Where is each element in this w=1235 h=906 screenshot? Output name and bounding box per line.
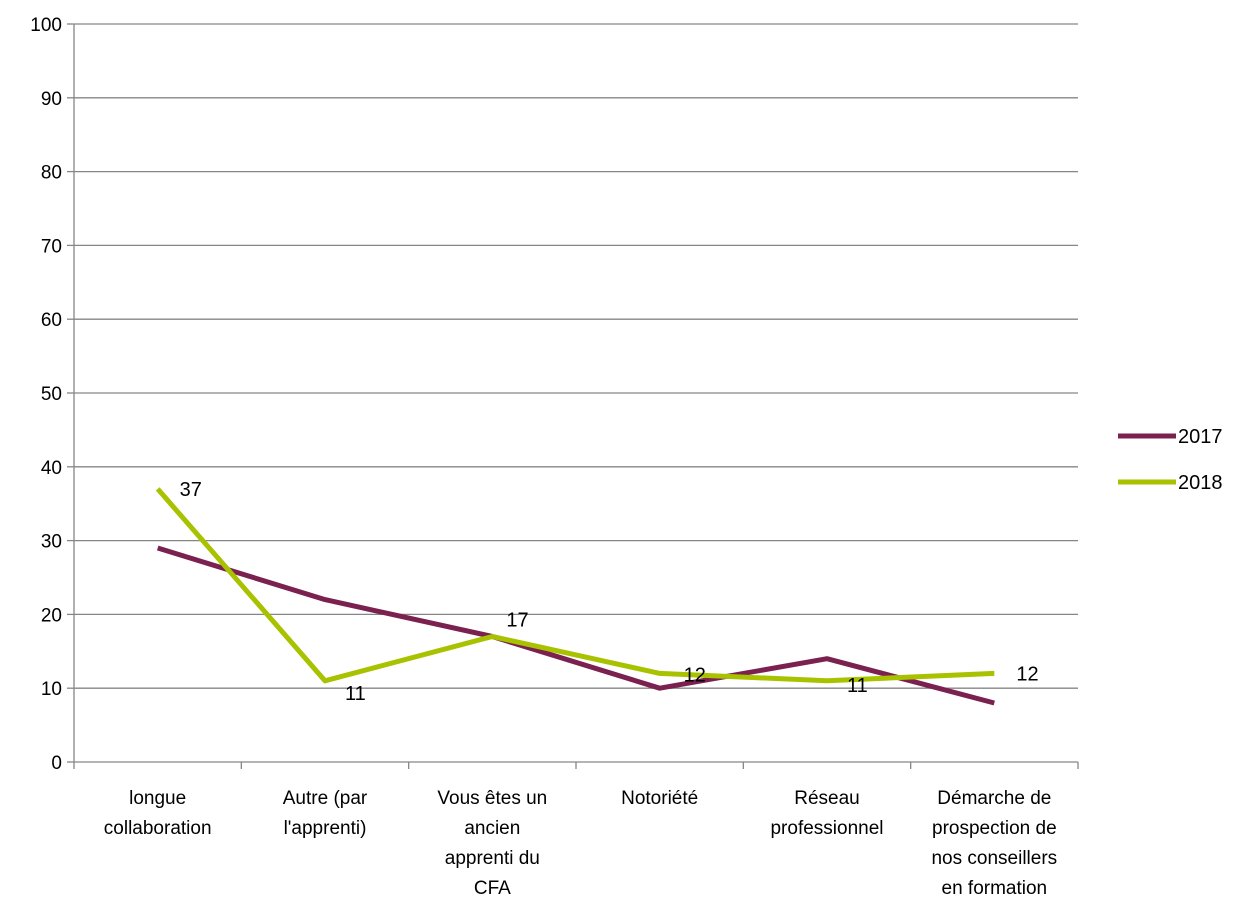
x-axis-categories: longue collaboration Autre (par l'apprenti)… bbox=[104, 788, 1057, 899]
x-category-label-line: Notoriété bbox=[621, 788, 698, 809]
series-line-2018 bbox=[155, 487, 995, 684]
x-category-label-line: apprenti du bbox=[445, 848, 540, 869]
x-category-label: Autre (par l'apprenti) bbox=[283, 788, 368, 839]
data-labels: 37 11 17 12 11 12 bbox=[180, 479, 1039, 705]
x-category-label: Vous êtes un ancien apprenti du CFA bbox=[437, 788, 547, 899]
data-label-2018: 12 bbox=[1016, 663, 1038, 685]
y-tick-label: 50 bbox=[41, 384, 62, 405]
data-label-2018: 11 bbox=[847, 675, 868, 697]
x-category-label-line: nos conseillers bbox=[931, 848, 1057, 869]
y-tick-label: 70 bbox=[41, 236, 62, 257]
x-category-label-line: CFA bbox=[474, 878, 511, 899]
legend-label-2018: 2018 bbox=[1178, 472, 1223, 494]
x-category-label-line: prospection de bbox=[932, 818, 1057, 839]
y-tick-label: 80 bbox=[41, 163, 62, 184]
x-category-label: Réseau professionnel bbox=[770, 788, 883, 839]
x-category-label-line: Vous êtes un bbox=[437, 788, 547, 809]
gridlines bbox=[74, 23, 1078, 689]
x-category-label: Notoriété bbox=[621, 788, 698, 809]
x-category-label: Démarche de prospection de nos conseillers… bbox=[931, 788, 1057, 899]
y-tick-label: 10 bbox=[41, 679, 62, 700]
y-tick-label: 20 bbox=[41, 605, 62, 626]
x-category-label-line: professionnel bbox=[770, 818, 883, 839]
data-label-2018: 37 bbox=[180, 479, 202, 501]
series-line-2017 bbox=[156, 545, 995, 706]
x-category-label: longue collaboration bbox=[104, 788, 212, 839]
x-category-label-line: en formation bbox=[942, 878, 1048, 899]
y-tick-label: 90 bbox=[41, 89, 62, 110]
x-category-label-line: collaboration bbox=[104, 818, 212, 839]
y-tick-label: 60 bbox=[41, 310, 62, 331]
legend-label-2017: 2017 bbox=[1178, 426, 1223, 448]
series-lines bbox=[155, 487, 995, 706]
x-category-label-line: Démarche de bbox=[937, 788, 1051, 809]
y-tick-label: 0 bbox=[51, 753, 62, 774]
x-category-label-line: Autre (par bbox=[283, 788, 368, 809]
x-category-label-line: l'apprenti) bbox=[284, 818, 367, 839]
y-tick-label: 100 bbox=[30, 15, 62, 36]
y-tick-label: 30 bbox=[41, 532, 62, 553]
legend: 2017 2018 bbox=[1118, 426, 1223, 494]
x-category-label-line: ancien bbox=[464, 818, 520, 839]
x-category-label-line: Réseau bbox=[794, 788, 860, 809]
data-label-2018: 12 bbox=[684, 664, 706, 686]
x-category-label-line: longue bbox=[129, 788, 186, 809]
y-tick-label: 40 bbox=[41, 458, 62, 479]
data-label-2018: 11 bbox=[345, 683, 366, 705]
y-axis-ticks: 0 10 20 30 40 50 60 70 80 90 100 bbox=[30, 15, 74, 774]
data-label-2018: 17 bbox=[506, 610, 528, 632]
